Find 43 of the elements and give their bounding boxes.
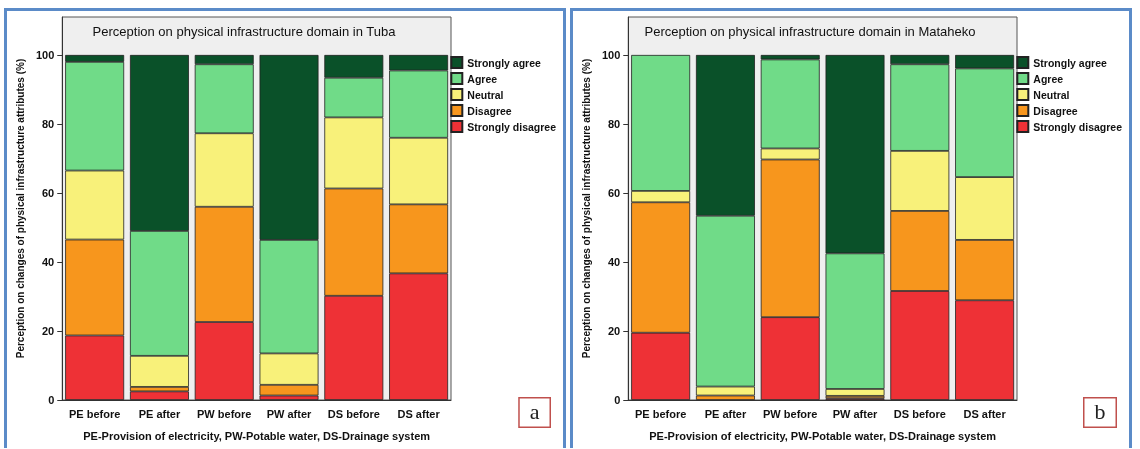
x-tick-label: PE before — [634, 407, 687, 420]
y-tick-label: 20 — [42, 324, 55, 337]
y-tick-label: 60 — [42, 186, 55, 199]
x-tick-label: PE after — [138, 407, 181, 420]
x-axis-title: PE-Provision of electricity, PW-Potable water, DS-Drainage system — [649, 429, 997, 442]
y-tick-label: 100 — [35, 48, 55, 61]
x-tick-label: PW before — [763, 407, 818, 420]
x-axis-title: PE-Provision of electricity, PW-Potable water, DS-Drainage system — [83, 429, 431, 442]
x-tick-label: DS after — [397, 407, 441, 420]
y-tick-label: 0 — [614, 394, 621, 406]
y-axis-title: Perception on changes of physical infrastructure attributes (%) — [580, 58, 592, 359]
x-tick-label: DS after — [963, 407, 1007, 420]
bar — [129, 391, 189, 400]
y-tick-label: 80 — [608, 117, 621, 130]
y-tick-label: 40 — [608, 255, 621, 268]
x-tick-label: DS before — [893, 407, 946, 420]
legend-label: Disagree — [467, 104, 512, 117]
legend-label: Disagree — [1033, 104, 1078, 117]
x-tick-label: PW after — [266, 407, 313, 420]
y-tick-label: 80 — [42, 117, 55, 130]
legend-label: Agree — [467, 72, 498, 85]
legend-label: Strongly disagree — [467, 120, 557, 133]
text: b — [1094, 399, 1106, 424]
x-tick-label: PW after — [832, 407, 879, 420]
text: Perception on physical infrastructure domain in Mataheko — [644, 24, 976, 39]
legend-label: Strongly agree — [1033, 56, 1107, 69]
legend-label: Neutral — [1033, 88, 1070, 101]
legend-label: Neutral — [467, 88, 504, 101]
legend-label: Strongly disagree — [1033, 120, 1123, 133]
x-tick-label: DS before — [327, 407, 380, 420]
y-tick-label: 0 — [48, 394, 55, 406]
y-axis-title: Perception on changes of physical infrastructure attributes (%) — [14, 58, 26, 359]
legend-label: Agree — [1033, 72, 1064, 85]
x-tick-label: PW before — [197, 407, 252, 420]
y-tick-label: 40 — [42, 255, 55, 268]
text: a — [529, 399, 540, 424]
text: Perception on physical infrastructure domain in Tuba — [92, 24, 397, 39]
x-tick-label: PE before — [68, 407, 121, 420]
y-tick-label: 20 — [608, 324, 621, 337]
y-tick-label: 60 — [608, 186, 621, 199]
legend-label: Strongly agree — [467, 56, 541, 69]
x-tick-label: PE after — [704, 407, 747, 420]
y-tick-label: 100 — [601, 48, 621, 61]
